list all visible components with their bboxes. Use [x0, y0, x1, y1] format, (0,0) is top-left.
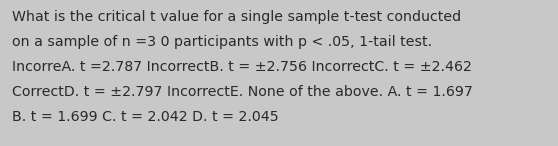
Text: What is the critical t value for a single sample t-test conducted: What is the critical t value for a singl…	[12, 10, 461, 24]
Text: B. t = 1.699 C. t = 2.042 D. t = 2.045: B. t = 1.699 C. t = 2.042 D. t = 2.045	[12, 110, 279, 124]
Text: on a sample of n =3 0 participants with p < .05, 1-tail test.: on a sample of n =3 0 participants with …	[12, 35, 432, 49]
Text: IncorreA. t =2.787 IncorrectB. t = ±2.756 IncorrectC. t = ±2.462: IncorreA. t =2.787 IncorrectB. t = ±2.75…	[12, 60, 472, 74]
Text: CorrectD. t = ±2.797 IncorrectE. None of the above. A. t = 1.697: CorrectD. t = ±2.797 IncorrectE. None of…	[12, 85, 473, 99]
